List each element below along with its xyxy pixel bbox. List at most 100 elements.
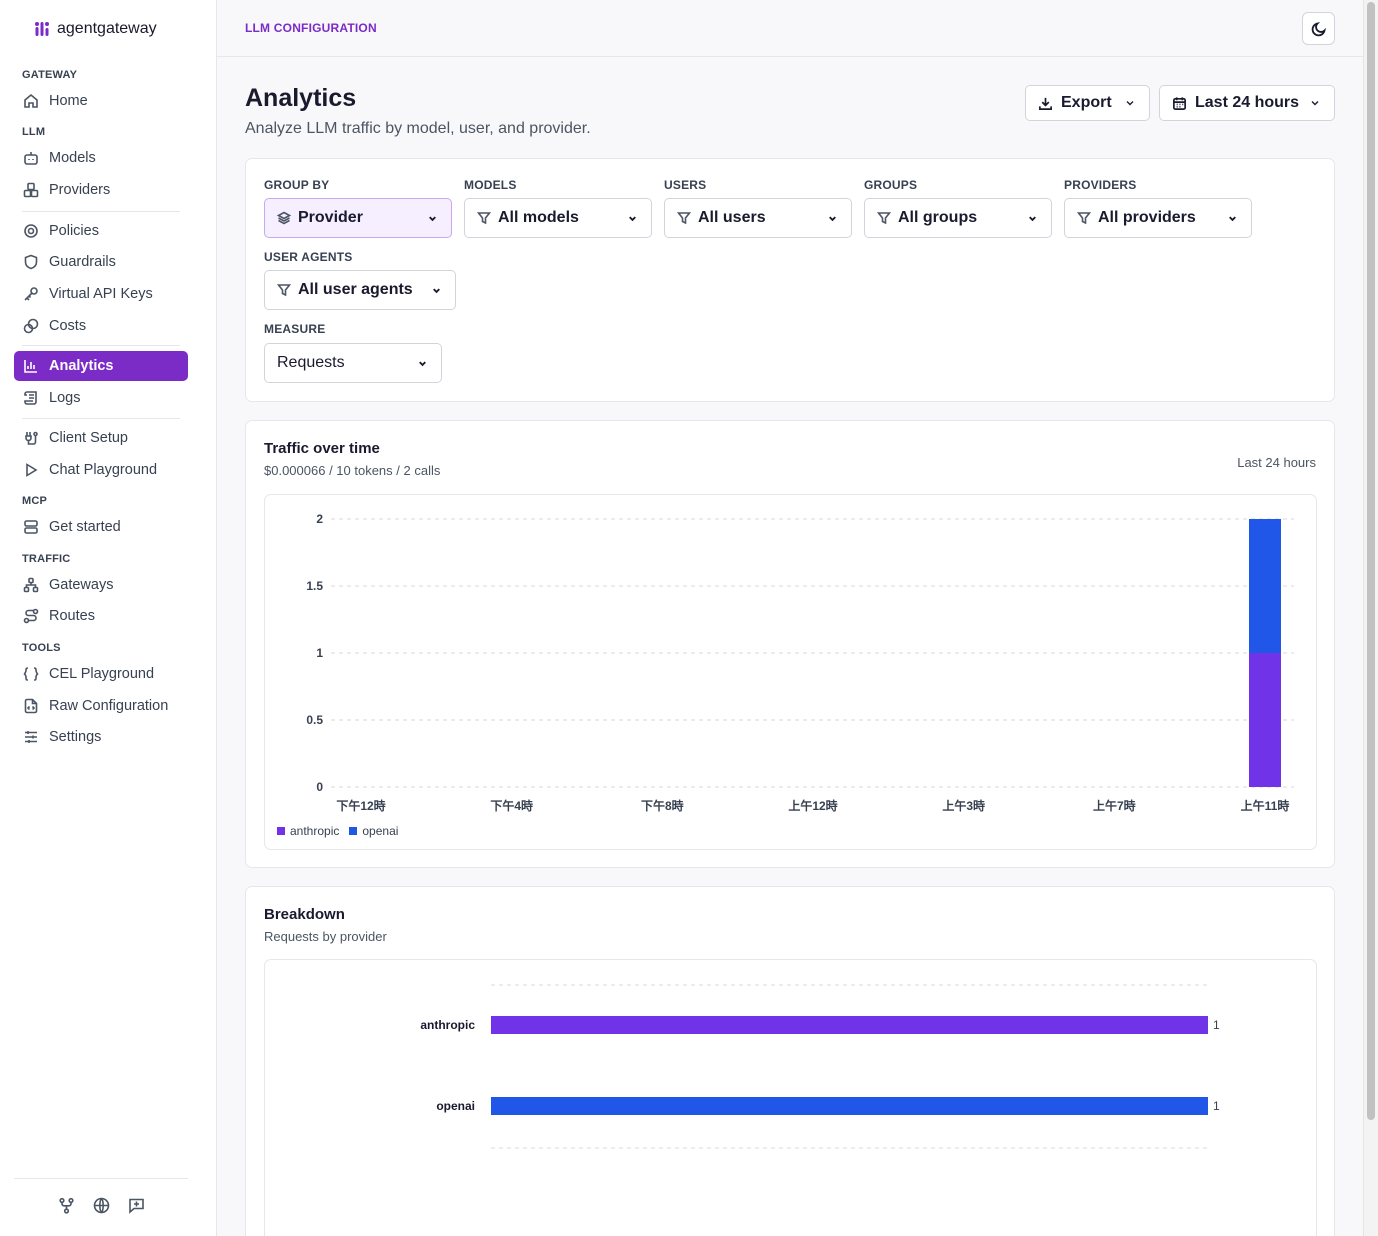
play-icon bbox=[26, 463, 38, 477]
sidebar-item-logs[interactable]: Logs bbox=[14, 383, 188, 413]
models-select[interactable]: All models bbox=[464, 198, 652, 238]
server-icon bbox=[24, 520, 38, 534]
traffic-title: Traffic over time bbox=[264, 440, 380, 457]
measure-select[interactable]: Requests bbox=[264, 343, 442, 383]
globe-icon[interactable] bbox=[93, 1197, 110, 1219]
file-code-icon bbox=[24, 698, 38, 714]
theme-toggle-button[interactable] bbox=[1302, 12, 1335, 45]
legend-swatch bbox=[349, 827, 358, 835]
filter-icon bbox=[477, 212, 491, 225]
legend-item-anthropic[interactable]: anthropic bbox=[277, 824, 339, 838]
sidebar-item-analytics[interactable]: Analytics bbox=[14, 351, 188, 381]
x-tick-label: 上午12時 bbox=[788, 798, 837, 813]
category-label: anthropic bbox=[420, 1018, 475, 1032]
user-agents-value: All user agents bbox=[298, 281, 413, 298]
groups-select[interactable]: All groups bbox=[864, 198, 1052, 238]
users-select[interactable]: All users bbox=[664, 198, 852, 238]
breakdown-card: Breakdown Requests by provider anthropic… bbox=[245, 886, 1335, 1236]
feedback-icon[interactable] bbox=[128, 1197, 145, 1219]
user-agents-select[interactable]: All user agents bbox=[264, 270, 456, 310]
sidebar-item-settings[interactable]: Settings bbox=[14, 722, 188, 752]
sidebar-item-label: Raw Configuration bbox=[49, 698, 169, 714]
sidebar-item-label: Routes bbox=[49, 608, 95, 624]
bar-openai bbox=[491, 1097, 1208, 1115]
sidebar-item-label: Costs bbox=[49, 318, 87, 334]
network-icon bbox=[23, 577, 39, 593]
agentgateway-logo-icon bbox=[35, 22, 49, 36]
sidebar-item-label: Get started bbox=[49, 519, 121, 535]
sidebar-item-routes[interactable]: Routes bbox=[14, 601, 188, 631]
users-value: All users bbox=[698, 209, 766, 226]
time-range-label: Last 24 hours bbox=[1195, 94, 1300, 111]
filter-icon bbox=[677, 212, 691, 225]
bot-icon bbox=[24, 152, 38, 165]
sidebar-item-label: Logs bbox=[49, 390, 81, 406]
sidebar-item-label: Chat Playground bbox=[49, 462, 158, 478]
scrollbar[interactable] bbox=[1363, 0, 1378, 1236]
legend-swatch bbox=[277, 827, 285, 835]
filters-card: GROUP BY Provider MODELS All models USER… bbox=[245, 158, 1335, 402]
nav-divider bbox=[22, 211, 180, 212]
sidebar-item-home[interactable]: Home bbox=[14, 86, 188, 116]
sidebar-item-label: Providers bbox=[49, 182, 111, 198]
sidebar-item-policies[interactable]: Policies bbox=[14, 216, 188, 246]
time-range-button[interactable]: Last 24 hours bbox=[1159, 85, 1335, 121]
home-icon bbox=[24, 93, 38, 108]
scrollbar-thumb[interactable] bbox=[1367, 2, 1375, 1120]
group-by-select[interactable]: Provider bbox=[264, 198, 452, 238]
sidebar-item-label: Home bbox=[49, 93, 88, 109]
sidebar-item-client-setup[interactable]: Client Setup bbox=[14, 423, 188, 453]
sidebar-item-chat-playground[interactable]: Chat Playground bbox=[14, 455, 188, 485]
sidebar-item-cel-playground[interactable]: CEL Playground bbox=[14, 659, 188, 689]
bar-anthropic bbox=[491, 1016, 1208, 1034]
page-title: Analytics bbox=[245, 84, 357, 112]
sidebar-item-get-started[interactable]: Get started bbox=[14, 512, 188, 542]
measure-value: Requests bbox=[277, 354, 345, 371]
sidebar-item-label: Virtual API Keys bbox=[49, 286, 153, 302]
boxes-icon bbox=[23, 182, 39, 198]
traffic-range: Last 24 hours bbox=[1237, 455, 1316, 470]
sidebar-item-costs[interactable]: Costs bbox=[14, 311, 188, 341]
chevron-down-icon bbox=[1229, 216, 1236, 222]
sidebar-item-models[interactable]: Models bbox=[14, 143, 188, 173]
layers-icon bbox=[277, 211, 291, 225]
y-tick-label: 0 bbox=[316, 780, 323, 794]
sidebar-item-providers[interactable]: Providers bbox=[14, 175, 188, 205]
download-icon bbox=[1039, 97, 1052, 110]
x-tick-label: 上午11時 bbox=[1241, 798, 1290, 813]
sidebar-item-gateways[interactable]: Gateways bbox=[14, 570, 188, 600]
x-tick-label: 下午4時 bbox=[490, 798, 533, 813]
sidebar-item-label: Client Setup bbox=[49, 430, 128, 446]
bar-anthropic bbox=[1249, 653, 1281, 787]
providers-value: All providers bbox=[1098, 209, 1196, 226]
y-tick-label: 2 bbox=[316, 512, 323, 526]
sidebar-item-raw-configuration[interactable]: Raw Configuration bbox=[14, 691, 188, 721]
brand-logo[interactable]: agentgateway bbox=[33, 20, 157, 38]
git-fork-icon[interactable] bbox=[58, 1197, 75, 1219]
filter-icon bbox=[1077, 212, 1091, 225]
breakdown-chart: anthropic 1 openai 1 bbox=[420, 984, 1220, 1149]
breakdown-subtitle: Requests by provider bbox=[264, 929, 387, 944]
traffic-summary: $0.000066 / 10 tokens / 2 calls bbox=[264, 463, 441, 478]
nav-divider bbox=[22, 345, 180, 346]
sidebar-item-guardrails[interactable]: Guardrails bbox=[14, 247, 188, 277]
export-button[interactable]: Export bbox=[1025, 85, 1150, 121]
legend-item-openai[interactable]: openai bbox=[349, 824, 398, 838]
providers-select[interactable]: All providers bbox=[1064, 198, 1252, 238]
chevron-down-icon bbox=[1311, 101, 1319, 106]
sidebar-item-virtual-api-keys[interactable]: Virtual API Keys bbox=[14, 279, 188, 309]
data-label: 1 bbox=[1213, 1018, 1220, 1032]
x-tick-label: 上午3時 bbox=[942, 798, 985, 813]
user-agents-label: USER AGENTS bbox=[264, 250, 353, 264]
braces-icon bbox=[23, 667, 39, 681]
sidebar-item-label: Models bbox=[49, 150, 96, 166]
sidebar: agentgateway GATEWAY Home LLM Models Pro… bbox=[0, 0, 217, 1236]
bar-chart-icon bbox=[24, 360, 37, 373]
group-by-label: GROUP BY bbox=[264, 178, 330, 192]
moon-icon bbox=[1311, 21, 1326, 36]
breakdown-chart-panel: anthropic 1 openai 1 bbox=[264, 959, 1317, 1236]
plug-icon bbox=[25, 431, 38, 445]
sidebar-item-label: CEL Playground bbox=[49, 666, 155, 682]
route-icon bbox=[23, 608, 39, 624]
traffic-chart: 0 0.5 1 1.5 2 下午12時 下午4時 下午8時 上午12時 上午3時 上午7時 上午11時 bbox=[306, 512, 1294, 813]
